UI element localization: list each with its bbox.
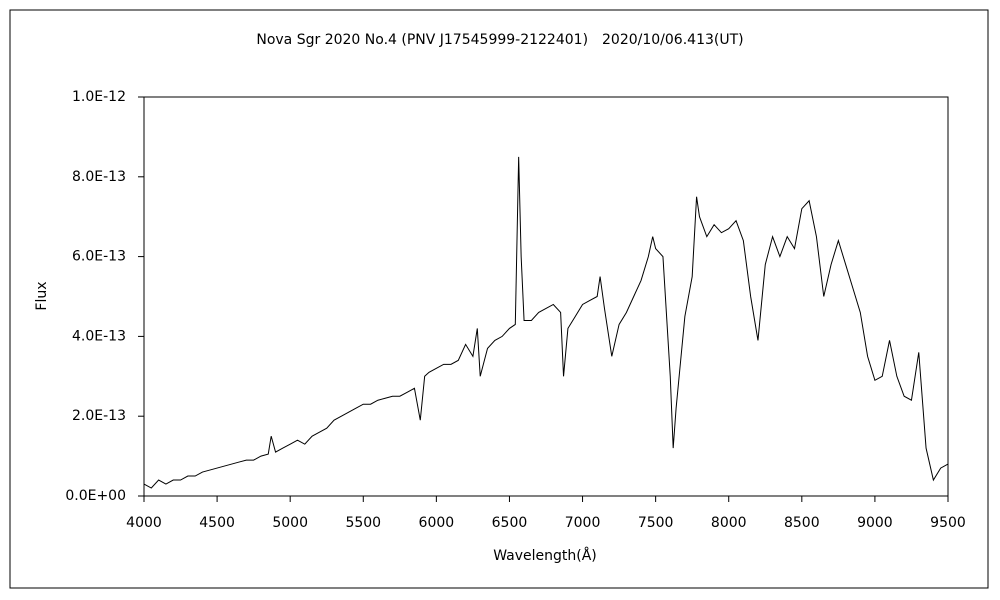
x-tick-label: 7500 [638,515,674,531]
spectrum-line [143,156,949,489]
x-tick-label: 8000 [711,515,747,531]
y-axis-label: Flux [34,281,50,310]
y-tick-label: 0.0E+00 [65,488,126,504]
plot-area [143,96,949,497]
y-tick-label: 6.0E-13 [72,249,126,265]
y-tick-label: 4.0E-13 [72,328,126,344]
x-axis-label: Wavelength(Å) [493,547,597,564]
chart-frame [9,9,989,589]
y-tick-label: 8.0E-13 [72,169,126,185]
x-tick-label: 4000 [126,515,162,531]
x-tick-label: 6500 [492,515,528,531]
x-tick-label: 9000 [857,515,893,531]
x-tick-label: 8500 [784,515,820,531]
x-tick-label: 5500 [345,515,381,531]
x-tick-label: 4500 [199,515,235,531]
x-tick-label: 9500 [930,515,966,531]
x-tick-label: 5000 [272,515,308,531]
chart-title: Nova Sgr 2020 No.4 (PNV J17545999-212240… [256,32,743,48]
x-tick-label: 6000 [419,515,455,531]
y-tick-label: 1.0E-12 [72,89,126,105]
y-tick-label: 2.0E-13 [72,408,126,424]
x-tick-label: 7000 [565,515,601,531]
